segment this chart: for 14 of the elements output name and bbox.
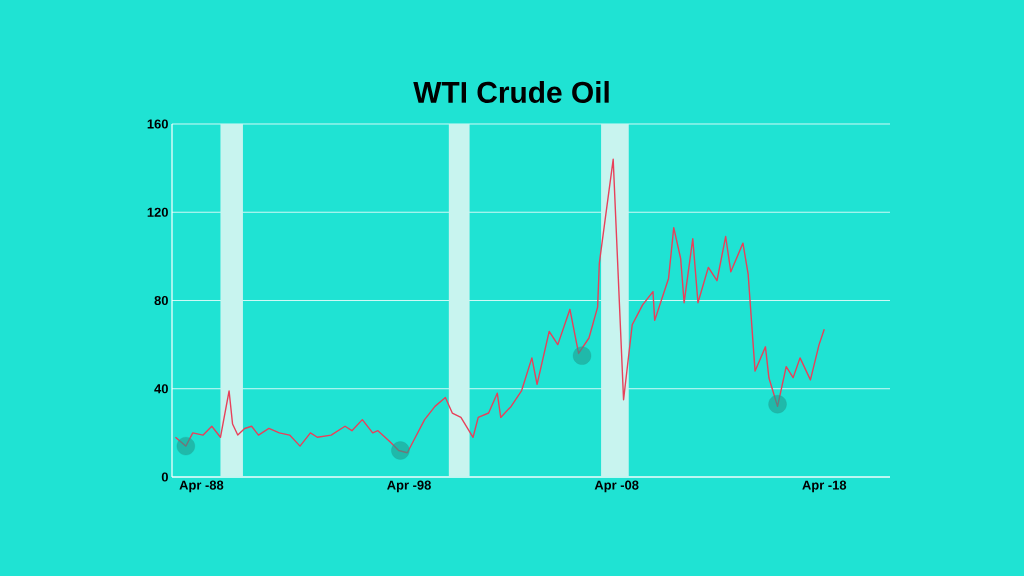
y-tick-label: 160 bbox=[147, 119, 168, 129]
point bbox=[391, 441, 410, 460]
point bbox=[768, 395, 787, 414]
point bbox=[572, 346, 592, 365]
x-tick-label: Apr -08 bbox=[594, 480, 639, 493]
point bbox=[176, 436, 196, 456]
chart-title: WTI Crude Oil bbox=[413, 81, 609, 103]
y-tick-label: 120 bbox=[147, 207, 168, 217]
y-tick-label: 80 bbox=[154, 295, 168, 306]
x-tick-label: Apr -18 bbox=[802, 480, 847, 493]
x-tick-label: Apr -88 bbox=[179, 480, 224, 493]
y-tick-label: 40 bbox=[154, 384, 168, 394]
x-tick-label: Apr -98 bbox=[387, 480, 431, 493]
y-tick-label: 0 bbox=[161, 472, 168, 482]
